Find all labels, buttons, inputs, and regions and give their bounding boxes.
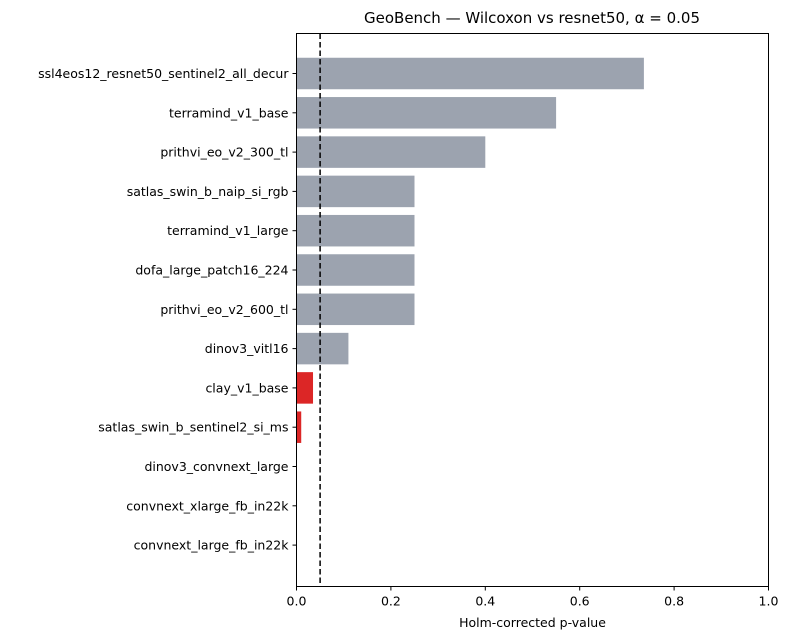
x-tick-label: 1.0 <box>759 594 779 609</box>
category-label-clay_v1_base: clay_v1_base <box>205 380 288 395</box>
x-tick-label: 0.2 <box>381 594 401 609</box>
bar-satlas_swin_b_sentinel2_si_ms <box>296 411 302 443</box>
x-tick-label: 0.6 <box>570 594 590 609</box>
bar-prithvi_eo_v2_600_tl <box>296 293 415 326</box>
x-tick-label: 0.4 <box>475 594 495 609</box>
category-label-terramind_v1_large: terramind_v1_large <box>167 223 289 238</box>
category-label-dinov3_convnext_large: dinov3_convnext_large <box>144 459 288 474</box>
category-label-convnext_xlarge_fb_in22k: convnext_xlarge_fb_in22k <box>126 498 289 513</box>
category-labels: ssl4eos12_resnet50_sentinel2_all_decurte… <box>38 66 297 553</box>
category-label-terramind_v1_base: terramind_v1_base <box>169 105 289 120</box>
plot-frame <box>296 33 769 587</box>
bar-terramind_v1_base <box>296 97 557 129</box>
category-label-ssl4eos12_resnet50_sentinel2_all_decur: ssl4eos12_resnet50_sentinel2_all_decur <box>38 66 289 81</box>
chart-title: GeoBench — Wilcoxon vs resnet50, α = 0.0… <box>364 9 700 27</box>
category-label-prithvi_eo_v2_300_tl: prithvi_eo_v2_300_tl <box>160 145 288 160</box>
category-label-satlas_swin_b_naip_si_rgb: satlas_swin_b_naip_si_rgb <box>127 184 289 199</box>
x-axis-ticks: 0.0 0.2 0.4 0.6 0.8 1.0 <box>287 586 779 609</box>
bar-dofa_large_patch16_224 <box>296 254 415 286</box>
category-label-dinov3_vitl16: dinov3_vitl16 <box>205 341 289 356</box>
category-label-satlas_swin_b_sentinel2_si_ms: satlas_swin_b_sentinel2_si_ms <box>98 420 288 435</box>
bars-group <box>296 57 644 443</box>
bar-terramind_v1_large <box>296 214 415 247</box>
x-tick-label: 0.8 <box>664 594 684 609</box>
x-tick-label: 0.0 <box>287 594 307 609</box>
bar-satlas_swin_b_naip_si_rgb <box>296 175 415 208</box>
bar-prithvi_eo_v2_300_tl <box>296 136 486 168</box>
bar-clay_v1_base <box>296 372 314 404</box>
category-label-prithvi_eo_v2_600_tl: prithvi_eo_v2_600_tl <box>160 302 288 317</box>
category-label-convnext_large_fb_in22k: convnext_large_fb_in22k <box>134 538 290 553</box>
bar-dinov3_vitl16 <box>296 332 349 365</box>
category-label-dofa_large_patch16_224: dofa_large_patch16_224 <box>135 263 288 278</box>
bar-ssl4eos12_resnet50_sentinel2_all_decur <box>296 57 644 90</box>
x-axis-label: Holm-corrected p-value <box>459 615 606 630</box>
